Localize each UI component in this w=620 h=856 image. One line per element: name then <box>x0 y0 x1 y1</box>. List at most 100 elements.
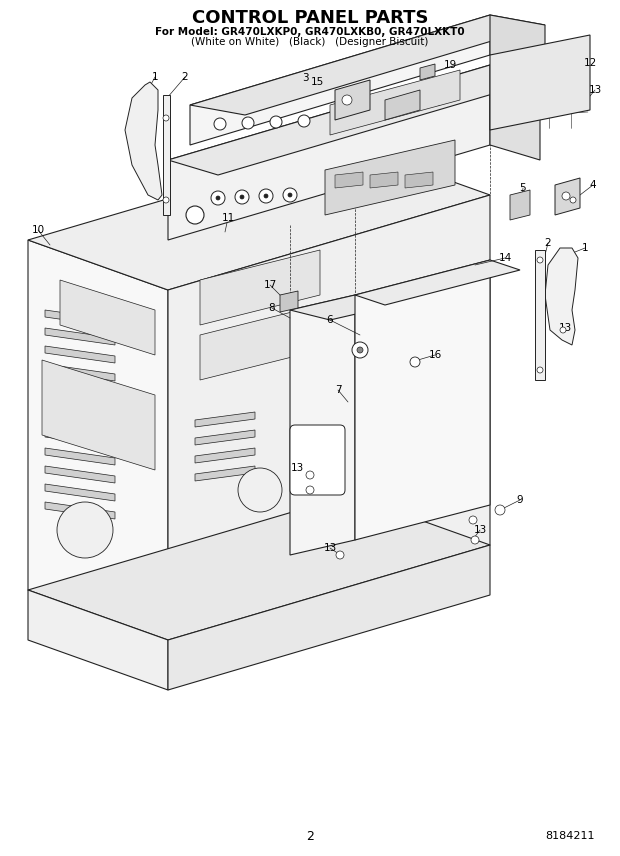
Circle shape <box>336 551 344 559</box>
Text: 4: 4 <box>590 180 596 190</box>
Circle shape <box>298 115 310 127</box>
Circle shape <box>352 342 368 358</box>
Circle shape <box>214 118 226 130</box>
Polygon shape <box>330 70 460 135</box>
Polygon shape <box>168 545 490 690</box>
Polygon shape <box>28 590 168 690</box>
Circle shape <box>283 188 297 202</box>
Polygon shape <box>190 15 490 145</box>
Polygon shape <box>370 172 398 188</box>
Text: 17: 17 <box>264 280 277 290</box>
Text: 7: 7 <box>335 385 342 395</box>
Circle shape <box>259 189 273 203</box>
Text: 5: 5 <box>520 183 526 193</box>
Text: 18: 18 <box>428 98 441 108</box>
Polygon shape <box>545 248 578 345</box>
Circle shape <box>537 367 543 373</box>
Polygon shape <box>510 190 530 220</box>
Polygon shape <box>168 65 490 240</box>
Circle shape <box>288 193 292 197</box>
Text: 19: 19 <box>443 60 456 70</box>
Circle shape <box>357 347 363 353</box>
Circle shape <box>235 190 249 204</box>
Text: 13: 13 <box>290 463 304 473</box>
Text: 8: 8 <box>268 303 275 313</box>
Text: 3: 3 <box>302 73 308 83</box>
Circle shape <box>240 195 244 199</box>
Polygon shape <box>290 295 395 320</box>
Polygon shape <box>195 412 255 427</box>
Circle shape <box>264 194 268 198</box>
Polygon shape <box>355 260 490 540</box>
Polygon shape <box>335 172 363 188</box>
Circle shape <box>471 536 479 544</box>
Polygon shape <box>325 140 455 215</box>
Circle shape <box>469 516 477 524</box>
Text: 13: 13 <box>324 543 337 553</box>
Circle shape <box>306 486 314 494</box>
Circle shape <box>242 117 254 129</box>
Text: 12: 12 <box>583 58 596 68</box>
Polygon shape <box>490 35 590 130</box>
Polygon shape <box>385 90 420 120</box>
Text: 9: 9 <box>516 495 523 505</box>
Polygon shape <box>190 15 545 115</box>
Polygon shape <box>280 291 298 312</box>
Circle shape <box>560 327 566 333</box>
Circle shape <box>163 197 169 203</box>
Polygon shape <box>168 195 490 640</box>
Polygon shape <box>45 466 115 483</box>
Text: CONTROL PANEL PARTS: CONTROL PANEL PARTS <box>192 9 428 27</box>
Text: 16: 16 <box>428 350 441 360</box>
Polygon shape <box>45 448 115 465</box>
Circle shape <box>495 505 505 515</box>
Text: eReplacementParts.com: eReplacementParts.com <box>234 424 386 437</box>
Text: 2: 2 <box>306 829 314 842</box>
Text: (White on White)   (Black)   (Designer Biscuit): (White on White) (Black) (Designer Biscu… <box>192 37 428 47</box>
Polygon shape <box>163 95 170 215</box>
Polygon shape <box>45 364 115 381</box>
Circle shape <box>186 206 204 224</box>
Polygon shape <box>45 346 115 363</box>
Circle shape <box>306 471 314 479</box>
Polygon shape <box>535 250 545 380</box>
Polygon shape <box>335 80 370 120</box>
Polygon shape <box>200 305 320 380</box>
Polygon shape <box>195 466 255 481</box>
Polygon shape <box>42 360 155 470</box>
Text: 1: 1 <box>582 243 588 253</box>
Circle shape <box>570 197 576 203</box>
Circle shape <box>562 192 570 200</box>
Circle shape <box>163 115 169 121</box>
Text: 13: 13 <box>559 323 572 333</box>
Text: 8184211: 8184211 <box>545 831 595 841</box>
Polygon shape <box>195 448 255 463</box>
Polygon shape <box>28 240 168 640</box>
Text: 2: 2 <box>545 238 551 248</box>
Text: 10: 10 <box>32 225 45 235</box>
Text: For Model: GR470LXKP0, GR470LXKB0, GR470LXKT0: For Model: GR470LXKP0, GR470LXKB0, GR470… <box>155 27 465 37</box>
Circle shape <box>216 196 220 200</box>
Polygon shape <box>490 65 540 160</box>
Polygon shape <box>168 65 540 175</box>
Polygon shape <box>420 64 435 80</box>
Polygon shape <box>45 328 115 345</box>
Polygon shape <box>28 145 490 290</box>
Text: 15: 15 <box>311 77 324 87</box>
Polygon shape <box>45 382 115 399</box>
Text: 14: 14 <box>498 253 511 263</box>
Polygon shape <box>490 15 545 65</box>
Polygon shape <box>355 260 520 305</box>
Polygon shape <box>200 250 320 325</box>
Polygon shape <box>290 295 355 555</box>
Text: 1: 1 <box>152 72 158 82</box>
Circle shape <box>238 468 282 512</box>
Polygon shape <box>195 430 255 445</box>
Polygon shape <box>28 495 490 640</box>
Polygon shape <box>45 430 115 447</box>
Circle shape <box>211 191 225 205</box>
Circle shape <box>410 357 420 367</box>
Text: 13: 13 <box>474 525 487 535</box>
Polygon shape <box>125 82 162 200</box>
Circle shape <box>342 95 352 105</box>
